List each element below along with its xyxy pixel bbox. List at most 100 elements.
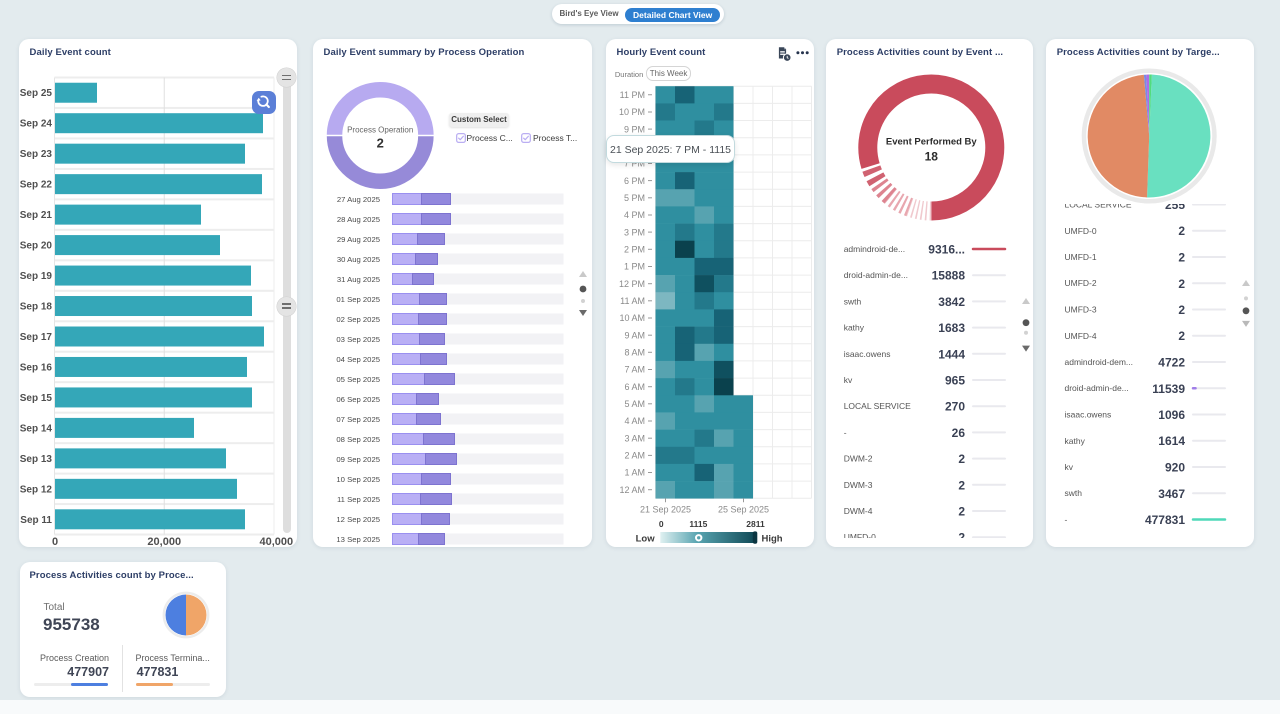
svg-text:Sep 12: Sep 12	[20, 484, 53, 495]
svg-text:01 Sep 2025: 01 Sep 2025	[336, 295, 380, 304]
svg-text:2: 2	[1179, 329, 1186, 343]
svg-text:UMFD-3: UMFD-3	[1065, 305, 1097, 315]
svg-text:Sep 15: Sep 15	[20, 392, 53, 403]
svg-text:08 Sep 2025: 08 Sep 2025	[336, 435, 380, 444]
svg-text:11 AM: 11 AM	[620, 296, 645, 306]
svg-text:Sep 18: Sep 18	[20, 301, 53, 312]
svg-text:4 PM: 4 PM	[624, 210, 645, 220]
svg-text:2: 2	[959, 530, 966, 537]
svg-text:2: 2	[1179, 224, 1186, 238]
svg-text:LOCAL SERVICE: LOCAL SERVICE	[1065, 204, 1132, 210]
svg-text:UMFD-1: UMFD-1	[1065, 252, 1097, 262]
svg-text:Sep 22: Sep 22	[20, 179, 53, 190]
svg-text:31 Aug 2025: 31 Aug 2025	[337, 275, 380, 284]
svg-text:1 PM: 1 PM	[624, 261, 645, 271]
svg-text:2: 2	[377, 135, 384, 150]
svg-text:6 PM: 6 PM	[624, 175, 645, 185]
svg-text:1614: 1614	[1158, 434, 1185, 448]
svg-text:kathy: kathy	[1065, 436, 1086, 446]
svg-text:Process Operation: Process Operation	[347, 125, 413, 134]
svg-text:11 Sep 2025: 11 Sep 2025	[337, 495, 380, 504]
svg-text:15888: 15888	[932, 268, 966, 282]
svg-text:admindroid-de...: admindroid-de...	[844, 244, 905, 254]
svg-text:7 AM: 7 AM	[624, 364, 645, 374]
svg-text:920: 920	[1165, 461, 1185, 475]
svg-text:27 Aug 2025: 27 Aug 2025	[337, 195, 380, 204]
svg-text:6 AM: 6 AM	[624, 381, 645, 391]
svg-text:UMFD-0: UMFD-0	[844, 532, 876, 538]
svg-text:DWM-4: DWM-4	[844, 506, 873, 516]
svg-text:2811: 2811	[746, 519, 765, 529]
svg-text:0: 0	[52, 536, 58, 547]
svg-text:isaac.owens: isaac.owens	[1065, 410, 1112, 420]
svg-text:477831: 477831	[1145, 513, 1185, 527]
svg-text:9 AM: 9 AM	[624, 330, 645, 340]
svg-text:1444: 1444	[938, 347, 965, 361]
svg-text:04 Sep 2025: 04 Sep 2025	[336, 355, 380, 364]
svg-text:2 AM: 2 AM	[624, 450, 645, 460]
svg-text:2 PM: 2 PM	[624, 244, 645, 254]
svg-text:07 Sep 2025: 07 Sep 2025	[336, 415, 380, 424]
svg-text:Sep 24: Sep 24	[20, 118, 53, 129]
svg-text:admindroid-dem...: admindroid-dem...	[1065, 357, 1134, 367]
svg-text:10 PM: 10 PM	[619, 107, 645, 117]
svg-text:swth: swth	[844, 296, 862, 306]
svg-text:29 Aug 2025: 29 Aug 2025	[337, 235, 380, 244]
svg-text:05 Sep 2025: 05 Sep 2025	[336, 375, 380, 384]
svg-text:DWM-3: DWM-3	[844, 479, 873, 489]
svg-text:965: 965	[945, 373, 965, 387]
svg-text:11 PM: 11 PM	[620, 90, 645, 100]
svg-text:kv: kv	[1065, 462, 1074, 472]
svg-text:4 AM: 4 AM	[624, 416, 645, 426]
svg-text:Event Performed By: Event Performed By	[886, 136, 978, 147]
svg-text:13 Sep 2025: 13 Sep 2025	[336, 535, 380, 544]
svg-text:-: -	[844, 427, 847, 437]
svg-text:4722: 4722	[1158, 356, 1185, 370]
svg-text:droid-admin-de...: droid-admin-de...	[1065, 383, 1129, 393]
svg-text:kv: kv	[844, 375, 853, 385]
svg-text:20,000: 20,000	[147, 536, 181, 547]
svg-text:0: 0	[659, 519, 664, 529]
svg-text:Sep 25: Sep 25	[20, 88, 53, 99]
svg-text:Sep 23: Sep 23	[20, 149, 53, 160]
svg-text:LOCAL SERVICE: LOCAL SERVICE	[844, 401, 911, 411]
svg-text:7 PM: 7 PM	[624, 158, 645, 168]
svg-text:8 AM: 8 AM	[624, 347, 645, 357]
svg-text:21 Sep 2025: 21 Sep 2025	[640, 504, 691, 514]
svg-text:isaac.owens: isaac.owens	[844, 348, 891, 358]
svg-text:2: 2	[1179, 303, 1186, 317]
svg-text:28 Aug 2025: 28 Aug 2025	[337, 215, 380, 224]
svg-text:2: 2	[959, 452, 966, 466]
svg-text:Sep 20: Sep 20	[20, 240, 53, 251]
svg-text:03 Sep 2025: 03 Sep 2025	[336, 335, 380, 344]
svg-text:3 PM: 3 PM	[624, 227, 645, 237]
svg-text:12 Sep 2025: 12 Sep 2025	[336, 515, 380, 524]
svg-text:Sep 21: Sep 21	[20, 210, 53, 221]
svg-text:droid-admin-de...: droid-admin-de...	[844, 270, 908, 280]
svg-text:2: 2	[1179, 277, 1186, 291]
svg-text:5 AM: 5 AM	[624, 399, 645, 409]
svg-text:5 PM: 5 PM	[624, 193, 645, 203]
svg-text:11539: 11539	[1152, 382, 1185, 396]
svg-text:30 Aug 2025: 30 Aug 2025	[337, 255, 380, 264]
svg-text:2: 2	[959, 504, 966, 518]
svg-text:swth: swth	[1065, 488, 1083, 498]
svg-text:1096: 1096	[1158, 408, 1185, 422]
svg-text:UMFD-2: UMFD-2	[1065, 278, 1097, 288]
svg-text:DWM-2: DWM-2	[844, 453, 873, 463]
svg-text:3842: 3842	[938, 294, 965, 308]
svg-text:3467: 3467	[1158, 487, 1185, 501]
svg-text:High: High	[762, 533, 783, 544]
svg-text:3 AM: 3 AM	[624, 433, 645, 443]
svg-text:02 Sep 2025: 02 Sep 2025	[336, 315, 380, 324]
svg-text:Sep 17: Sep 17	[20, 332, 53, 343]
svg-text:kathy: kathy	[844, 322, 865, 332]
svg-text:1 AM: 1 AM	[624, 467, 645, 477]
svg-text:06 Sep 2025: 06 Sep 2025	[336, 395, 380, 404]
svg-text:9316...: 9316...	[928, 242, 965, 256]
svg-text:1115: 1115	[689, 519, 707, 529]
svg-text:Sep 13: Sep 13	[20, 453, 53, 464]
svg-text:Low: Low	[636, 533, 656, 544]
svg-text:UMFD-0: UMFD-0	[1065, 226, 1097, 236]
svg-text:Sep 14: Sep 14	[20, 423, 53, 434]
